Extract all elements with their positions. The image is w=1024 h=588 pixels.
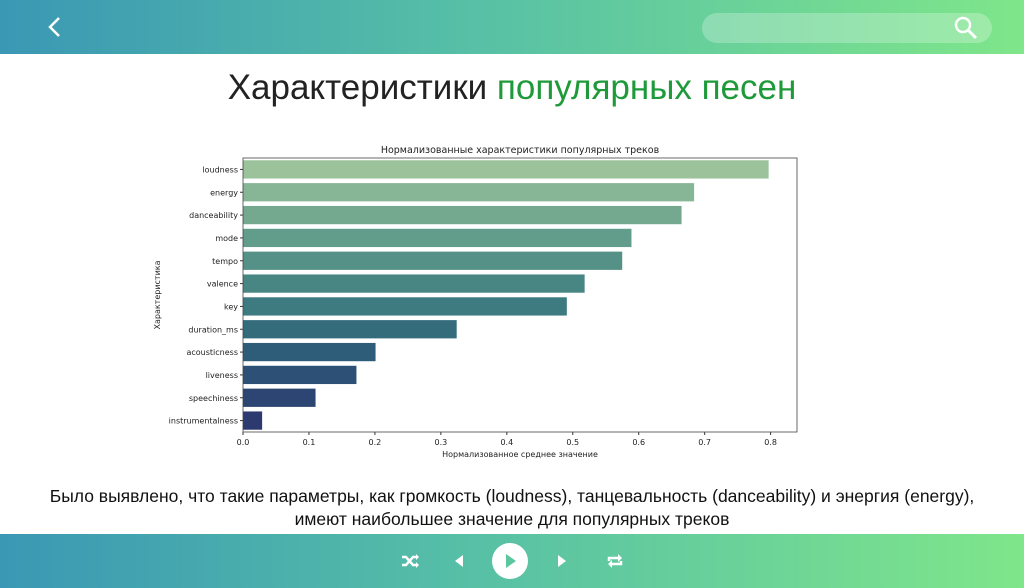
- y-tick-label: energy: [210, 188, 238, 197]
- bar-valence: [243, 274, 585, 293]
- next-icon[interactable]: [556, 554, 568, 568]
- y-tick-label: key: [224, 302, 238, 311]
- bar-speechiness: [243, 388, 316, 407]
- x-tick-label: 0.6: [632, 438, 645, 447]
- bar-duration_ms: [243, 320, 457, 339]
- play-icon[interactable]: [492, 543, 528, 579]
- x-tick-label: 0.0: [237, 438, 250, 447]
- bar-tempo: [243, 251, 623, 270]
- plot-frame: [242, 157, 798, 433]
- bar-instrumentalness: [243, 411, 263, 430]
- y-tick-label: mode: [215, 234, 238, 243]
- y-tick-label: liveness: [206, 371, 238, 380]
- y-tick-label: instrumentalness: [169, 417, 238, 426]
- bar-energy: [243, 183, 695, 202]
- y-tick-label: loudness: [202, 165, 238, 174]
- caption-line1: Было выявлено, что такие параметры, как …: [49, 486, 975, 506]
- y-tick-label: valence: [207, 280, 238, 289]
- bar-liveness: [243, 365, 357, 385]
- x-tick-label: 0.4: [500, 438, 513, 447]
- page-title: Характеристики популярных песен: [0, 68, 1024, 108]
- top-bar: [0, 0, 1024, 54]
- repeat-icon[interactable]: [606, 552, 624, 570]
- title-part2: популярных песен: [496, 68, 797, 107]
- y-tick-label: speechiness: [189, 394, 238, 403]
- x-tick-label: 0.8: [764, 438, 777, 447]
- chart-title: Нормализованные характеристики популярны…: [381, 145, 660, 156]
- y-tick-label: duration_ms: [188, 325, 238, 334]
- search-icon[interactable]: [954, 16, 978, 40]
- bar-danceability: [243, 205, 682, 225]
- bar-chart: Нормализованные характеристики популярны…: [153, 145, 798, 459]
- bar-mode: [243, 228, 632, 248]
- bar-acousticness: [243, 342, 376, 362]
- caption-line2: имеют наибольшее значение для популярных…: [294, 509, 730, 529]
- search-input[interactable]: [702, 13, 992, 43]
- x-tick-label: 0.5: [566, 438, 579, 447]
- bar-key: [243, 297, 567, 316]
- y-tick-label: acousticness: [186, 348, 238, 357]
- previous-icon[interactable]: [453, 554, 465, 568]
- title-part1: Характеристики: [227, 68, 497, 107]
- caption: Было выявлено, что такие параметры, как …: [0, 485, 1024, 531]
- y-axis-label: Характеристика: [153, 260, 162, 329]
- x-axis-label: Нормализованное среднее значение: [442, 450, 598, 459]
- x-tick-label: 0.3: [434, 438, 447, 447]
- shuffle-icon[interactable]: [400, 553, 420, 569]
- chevron-left-icon[interactable]: [40, 12, 70, 42]
- y-tick-label: danceability: [189, 211, 238, 220]
- y-tick-label: tempo: [212, 257, 238, 266]
- bar-loudness: [243, 160, 769, 179]
- x-tick-label: 0.2: [369, 438, 382, 447]
- x-tick-label: 0.1: [303, 438, 316, 447]
- x-tick-label: 0.7: [698, 438, 711, 447]
